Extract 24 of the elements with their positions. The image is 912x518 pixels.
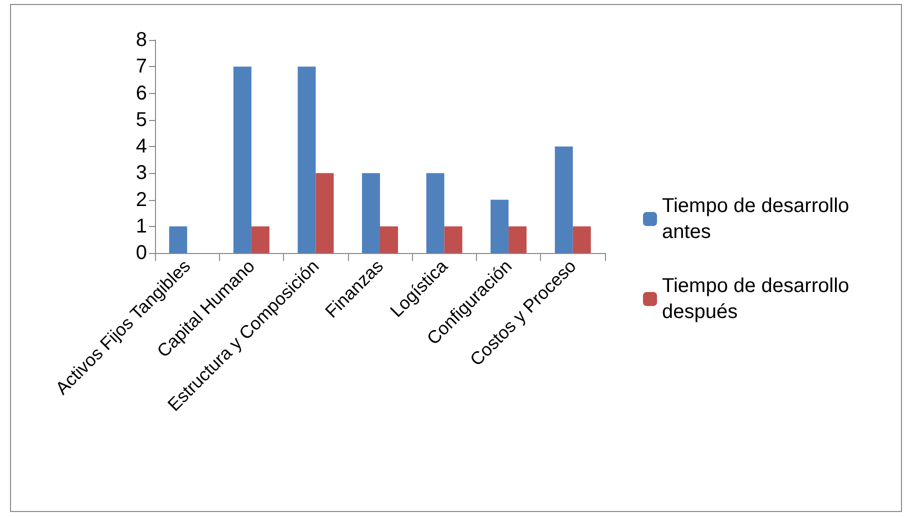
bar [444, 226, 462, 253]
bar [298, 66, 316, 253]
bar [169, 226, 188, 253]
y-tick-label: 7 [136, 56, 147, 78]
legend-label: Tiempo de desarrollo antes [662, 195, 855, 243]
bar [316, 173, 334, 253]
y-tick-label: 3 [136, 162, 147, 184]
y-tick-label: 8 [136, 29, 147, 51]
bar [380, 226, 398, 253]
bar [554, 146, 573, 253]
bar [508, 226, 527, 253]
y-tick-label: 2 [136, 188, 147, 211]
y-tick-label: 4 [136, 136, 147, 158]
bar [362, 173, 380, 253]
y-tick-label: 1 [136, 215, 147, 238]
y-tick-label: 0 [136, 242, 147, 264]
bar [251, 226, 270, 253]
bar [426, 173, 444, 253]
legend-label: Tiempo de desarrollo después [662, 275, 855, 323]
y-tick-label: 6 [136, 82, 147, 104]
y-tick-label: 5 [136, 108, 147, 131]
bar [490, 200, 509, 253]
bar [233, 66, 252, 253]
bar [572, 226, 591, 253]
